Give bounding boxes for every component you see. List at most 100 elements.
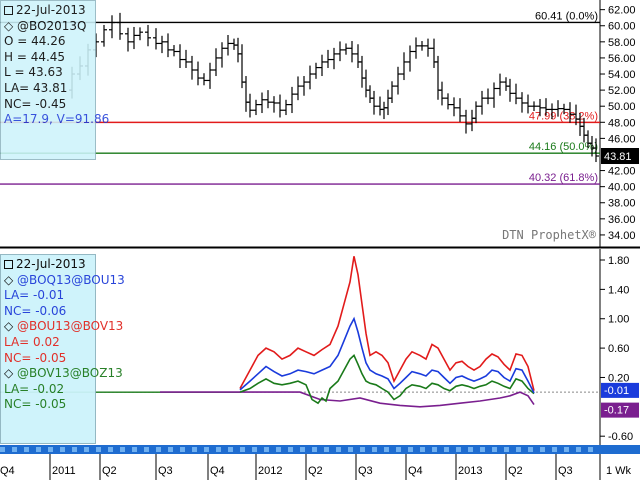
time-strip-segment [588, 447, 593, 452]
x-tick-label: Q4 [0, 465, 15, 477]
price-info-box: 22-Jul-2013 ◇ @BO2013Q O = 44.26 H = 44.… [0, 0, 109, 160]
time-strip-segment [144, 447, 149, 452]
y-tick-label: 1.80 [608, 255, 629, 267]
y-tick-label: 1.00 [608, 314, 629, 326]
time-strip-segment [60, 447, 65, 452]
time-strip-segment [240, 447, 245, 452]
x-tick-label: Q4 [210, 465, 225, 477]
diamond-icon: ◇ [4, 319, 18, 334]
time-strip-segment [300, 447, 305, 452]
retracement-label: 40.32 (61.8%) [529, 172, 598, 184]
y-tick-label: 56.00 [608, 53, 636, 65]
time-strip-segment [492, 447, 497, 452]
spread1-net: NC= -0.06 [4, 303, 67, 318]
time-strip-segment [96, 447, 101, 452]
last-value-tag: 43.81 [604, 151, 632, 163]
x-tick-label: 2011 [52, 465, 76, 477]
time-strip-segment [228, 447, 233, 452]
y-tick-label: -0.60 [608, 431, 633, 443]
time-strip-segment [480, 447, 485, 452]
x-tick-label: Q3 [358, 465, 373, 477]
info-last: LA= 43.81 [4, 80, 68, 95]
retracement-label: 60.41 (0.0%) [535, 10, 598, 22]
x-tick-label: Q3 [158, 465, 173, 477]
time-strip-segment [408, 447, 413, 452]
time-strip-segment [456, 447, 461, 452]
spread1-last: LA= -0.01 [4, 288, 65, 303]
value-tag: -0.01 [604, 385, 629, 397]
y-tick-label: 38.00 [608, 198, 636, 210]
time-strip-segment [396, 447, 401, 452]
time-strip-segment [516, 447, 521, 452]
time-strip-segment [204, 447, 209, 452]
y-tick-label: 0.60 [608, 343, 629, 355]
time-strip-segment [216, 447, 221, 452]
time-strip-segment [168, 447, 173, 452]
time-strip-segment [156, 447, 161, 452]
time-strip-segment [540, 447, 545, 452]
y-tick-label: 0.20 [608, 372, 629, 384]
panel-background [0, 0, 640, 247]
y-tick-label: 60.00 [608, 21, 636, 33]
x-tick-label: 2012 [258, 465, 282, 477]
time-strip-segment [24, 447, 29, 452]
interval-label: 1 Wk [606, 465, 632, 477]
info-date: 22-Jul-2013 [4, 257, 92, 273]
spread2-name: ◇ @BOU13@BOV13 [4, 319, 124, 334]
spread2-last: LA= 0.02 [4, 334, 60, 349]
info-net-change: NC= -0.45 [4, 96, 67, 111]
spread1-name: ◇ @BOQ13@BOU13 [4, 272, 125, 287]
retracement-label: 44.16 (50.0%) [529, 141, 598, 153]
time-strip-segment [48, 447, 53, 452]
time-strip-segment [360, 447, 365, 452]
series-line [239, 354, 535, 405]
time-strip-segment [336, 447, 341, 452]
y-tick-label: 36.00 [608, 214, 636, 226]
time-strip-segment [192, 447, 197, 452]
time-strip-segment [12, 447, 17, 452]
diamond-icon: ◇ [4, 272, 18, 287]
time-strip-segment [468, 447, 473, 452]
box-icon [4, 260, 13, 269]
time-strip-segment [348, 447, 353, 452]
y-tick-label: 42.00 [608, 166, 636, 178]
time-strip-segment [384, 447, 389, 452]
price-panel: 62.00 60.00 58.00 56.00 54.00 52.00 50.00 48.00… [0, 0, 640, 249]
spread3-net: NC= -0.05 [4, 397, 67, 412]
time-strip-segment [576, 447, 581, 452]
value-tag-bg [601, 382, 639, 398]
time-strip-segment [180, 447, 185, 452]
y-tick-label: 48.00 [608, 117, 636, 129]
panel-background [0, 249, 640, 445]
y-tick-label: 52.00 [608, 85, 636, 97]
time-strip-segment [276, 447, 281, 452]
y-tick-label: 50.00 [608, 101, 636, 113]
info-date: 22-Jul-2013 [4, 3, 92, 19]
y-tick-label: 58.00 [608, 37, 636, 49]
y-tick-label: 34.00 [608, 230, 636, 242]
spread2-net: NC= -0.05 [4, 350, 67, 365]
x-tick-label: Q4 [408, 465, 423, 477]
time-strip-segment [564, 447, 569, 452]
time-strip [0, 445, 640, 454]
time-strip-segment [36, 447, 41, 452]
value-tag-bg [601, 402, 639, 418]
info-high: H = 44.45 [4, 49, 66, 64]
time-strip-segment [432, 447, 437, 452]
time-strip-segment [420, 447, 425, 452]
time-strip-segment [324, 447, 329, 452]
time-strip-segment [84, 447, 89, 452]
time-strip-segment [132, 447, 137, 452]
time-strip-segment [552, 447, 557, 452]
time-strip-segment [504, 447, 509, 452]
time-strip-segment [264, 447, 269, 452]
watermark: DTN ProphetX® [502, 228, 597, 242]
time-strip-segment [72, 447, 77, 452]
info-low: L = 43.63 [4, 65, 63, 80]
time-strip-segment [288, 447, 293, 452]
y-tick-label: 46.00 [608, 133, 636, 145]
x-tick-label: 2013 [458, 465, 482, 477]
series-line [239, 316, 535, 394]
y-tick-label: 1.40 [608, 284, 629, 296]
